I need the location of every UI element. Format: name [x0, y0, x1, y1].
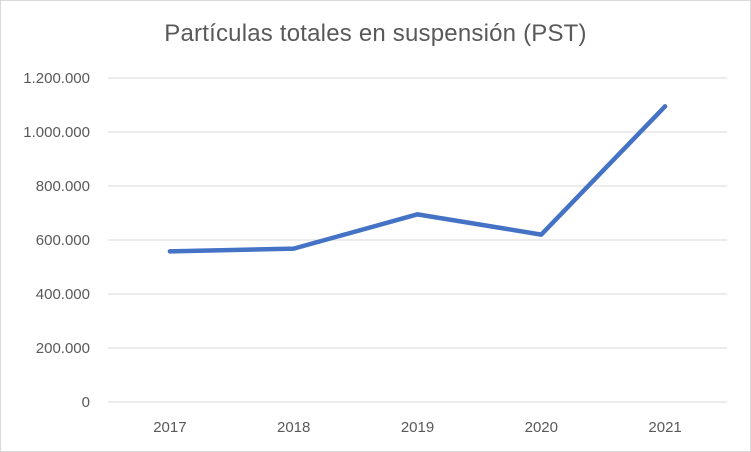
x-tick-label: 2021 [648, 419, 681, 436]
x-tick-label: 2019 [401, 419, 434, 436]
chart-title: Partículas totales en suspensión (PST) [164, 20, 587, 47]
y-tick-label: 0 [82, 394, 90, 411]
data-point [415, 212, 420, 217]
gridlines [108, 77, 727, 403]
series-layer [167, 104, 668, 254]
series-line [167, 104, 668, 254]
y-tick-label: 800.000 [36, 178, 90, 195]
data-point [291, 246, 296, 251]
y-tick-label: 200.000 [36, 340, 90, 357]
y-axis-labels: 0 200.000 400.000 600.000 800.000 1.000.000 1.… [23, 70, 90, 411]
y-tick-label: 400.000 [36, 286, 90, 303]
x-tick-label: 2020 [525, 419, 558, 436]
data-point [167, 249, 172, 254]
y-tick-label: 600.000 [36, 232, 90, 249]
data-point [663, 104, 668, 109]
x-tick-label: 2018 [277, 419, 310, 436]
x-axis-labels: 2017 2018 2019 2020 2021 [153, 419, 682, 436]
data-point [539, 232, 544, 237]
x-tick-label: 2017 [153, 419, 186, 436]
y-tick-label: 1.200.000 [23, 70, 90, 87]
y-tick-label: 1.000.000 [23, 124, 90, 141]
